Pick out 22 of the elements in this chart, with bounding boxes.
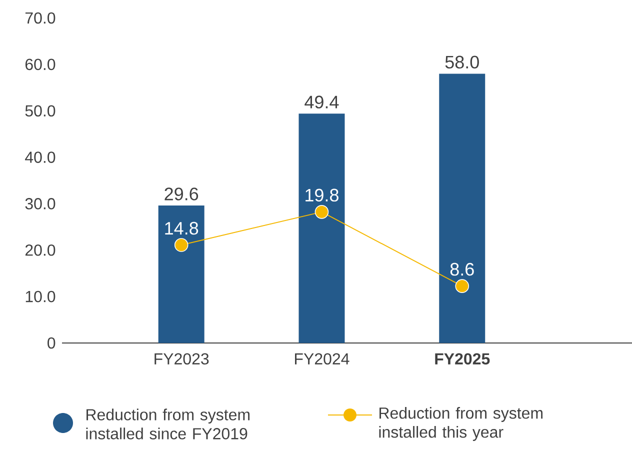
y-tick-label: 20.0 [25,244,56,256]
data-label: 58.0 [445,56,479,69]
bar [439,74,486,343]
bar [158,206,204,343]
y-tick-label: 30.0 [25,198,56,210]
data-label: 19.8 [306,188,338,202]
data-label: 8.6 [450,262,474,276]
data-label: 29.6 [164,188,198,200]
bar [298,114,345,343]
y-tick-label: 10.0 [26,290,56,302]
y-tick-label: 60.0 [25,58,56,70]
y-tick-label: 0 [48,337,56,349]
legend-label: Reduction from system installed since FY2019 [86,408,250,440]
x-tick-label: FY2023 [154,353,209,365]
y-tick-label: 70.0 [25,12,56,24]
data-label: 49.4 [304,96,339,108]
data-label: 14.8 [165,222,198,235]
legend-label: Reduction from system installed this year [379,407,542,441]
x-tick-label: FY2025 [435,353,490,365]
x-tick-label: FY2024 [295,353,350,365]
y-tick-label: 50.0 [25,105,56,117]
y-tick-label: 40.0 [25,152,56,163]
